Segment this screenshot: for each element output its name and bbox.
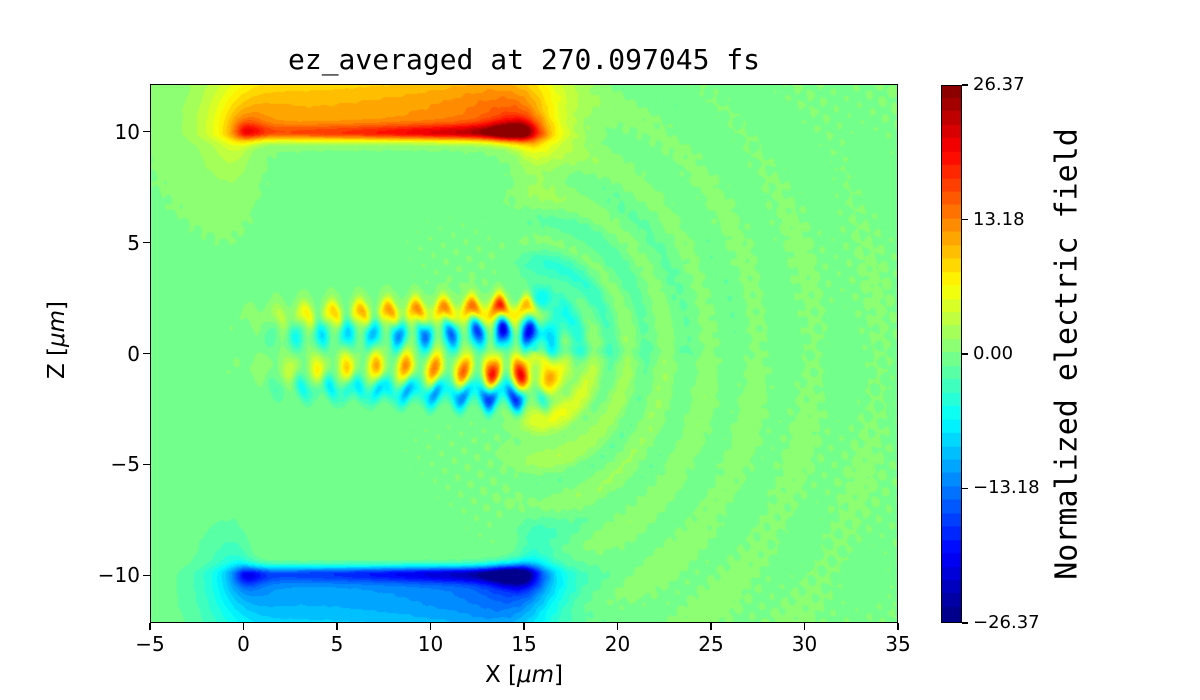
- x-tick-label: 0: [237, 632, 250, 656]
- y-tick-label: −5: [110, 452, 140, 477]
- x-tick-label: 5: [330, 632, 344, 656]
- plot-title: ez_averaged at 270.097045 fs: [287, 43, 760, 76]
- x-tick-mark: [803, 623, 806, 630]
- x-tick-label: 25: [698, 632, 724, 656]
- colorbar-tick-label: 0.00: [973, 343, 1014, 364]
- colorbar-tick-label: 26.37: [973, 74, 1025, 95]
- colorbar-tick-label: −13.18: [973, 477, 1040, 499]
- colorbar-tick-label: −26.37: [973, 612, 1040, 633]
- x-axis-label-suffix: ]: [554, 662, 564, 688]
- x-tick-mark: [710, 623, 712, 630]
- x-tick-mark: [616, 623, 619, 630]
- y-tick-label: 0: [127, 341, 140, 366]
- plot-area: [150, 84, 898, 623]
- x-tick-mark: [336, 623, 338, 630]
- colorbar-tick-mark: [962, 218, 968, 221]
- y-tick-mark: [143, 352, 150, 355]
- y-axis-label: Z [μm]: [44, 301, 70, 379]
- x-tick-label: −5: [135, 632, 165, 656]
- x-tick-label: 10: [417, 632, 444, 656]
- colorbar-tick-mark: [962, 622, 968, 624]
- colorbar-tick-label: 13.18: [973, 208, 1025, 230]
- colorbar-tick-mark: [962, 84, 968, 86]
- x-tick-mark: [149, 623, 151, 630]
- x-tick-mark: [429, 623, 432, 630]
- field-heatmap-canvas: [151, 85, 897, 622]
- x-tick-label: 30: [791, 632, 818, 656]
- y-tick-label: 5: [127, 230, 140, 255]
- y-tick-label: −10: [97, 563, 140, 588]
- y-tick-mark: [143, 241, 150, 244]
- x-axis-label-unit: μm: [517, 662, 555, 688]
- colorbar-tick-mark: [962, 353, 968, 355]
- x-tick-mark: [897, 623, 899, 630]
- y-tick-mark: [143, 130, 150, 133]
- x-axis-label: X [μm]: [150, 662, 898, 688]
- y-tick-mark: [143, 574, 150, 577]
- colorbar-tick-mark: [962, 487, 968, 490]
- x-tick-mark: [523, 623, 525, 630]
- x-axis-label-prefix: X [: [484, 662, 517, 688]
- y-axis-label-suffix: ]: [44, 300, 70, 310]
- x-tick-label: 15: [511, 632, 537, 656]
- y-tick-label: 10: [114, 119, 140, 144]
- x-tick-mark: [242, 623, 245, 630]
- colorbar: [941, 85, 962, 623]
- colorbar-gradient-canvas: [942, 86, 961, 622]
- x-tick-label: 20: [604, 632, 631, 656]
- x-tick-label: 35: [885, 632, 911, 656]
- y-tick-mark: [143, 463, 150, 466]
